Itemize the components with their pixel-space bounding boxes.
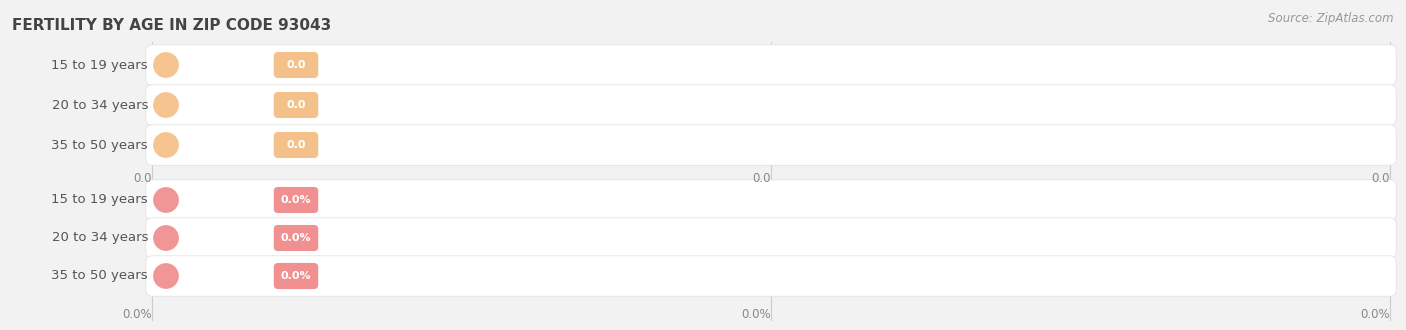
- Text: 15 to 19 years: 15 to 19 years: [52, 58, 148, 72]
- Text: 20 to 34 years: 20 to 34 years: [52, 232, 148, 245]
- FancyBboxPatch shape: [274, 132, 318, 158]
- Text: 0.0: 0.0: [287, 100, 305, 110]
- Text: 0.0: 0.0: [287, 60, 305, 70]
- Text: 20 to 34 years: 20 to 34 years: [52, 98, 148, 112]
- FancyBboxPatch shape: [274, 225, 318, 251]
- Ellipse shape: [153, 92, 179, 118]
- FancyBboxPatch shape: [274, 187, 318, 213]
- FancyBboxPatch shape: [146, 45, 1396, 85]
- Ellipse shape: [153, 263, 179, 289]
- FancyBboxPatch shape: [274, 92, 318, 118]
- FancyBboxPatch shape: [274, 263, 318, 289]
- FancyBboxPatch shape: [146, 256, 1396, 296]
- Ellipse shape: [153, 187, 179, 213]
- Text: 35 to 50 years: 35 to 50 years: [52, 139, 148, 151]
- Text: 0.0%: 0.0%: [281, 271, 311, 281]
- Text: FERTILITY BY AGE IN ZIP CODE 93043: FERTILITY BY AGE IN ZIP CODE 93043: [13, 18, 332, 33]
- Ellipse shape: [153, 225, 179, 251]
- Text: 0.0: 0.0: [1371, 172, 1391, 185]
- FancyBboxPatch shape: [146, 218, 1396, 258]
- FancyBboxPatch shape: [146, 125, 1396, 165]
- Text: 0.0%: 0.0%: [281, 233, 311, 243]
- Text: 0.0: 0.0: [134, 172, 152, 185]
- Text: 0.0: 0.0: [287, 140, 305, 150]
- Text: 15 to 19 years: 15 to 19 years: [52, 193, 148, 207]
- Text: 0.0: 0.0: [752, 172, 770, 185]
- Text: 0.0%: 0.0%: [741, 308, 770, 321]
- FancyBboxPatch shape: [146, 180, 1396, 220]
- Ellipse shape: [153, 132, 179, 158]
- FancyBboxPatch shape: [146, 85, 1396, 125]
- Text: 0.0%: 0.0%: [1361, 308, 1391, 321]
- Text: 0.0%: 0.0%: [281, 195, 311, 205]
- Text: 0.0%: 0.0%: [122, 308, 152, 321]
- Ellipse shape: [153, 52, 179, 78]
- Text: 35 to 50 years: 35 to 50 years: [52, 270, 148, 282]
- Text: Source: ZipAtlas.com: Source: ZipAtlas.com: [1268, 12, 1393, 25]
- FancyBboxPatch shape: [274, 52, 318, 78]
